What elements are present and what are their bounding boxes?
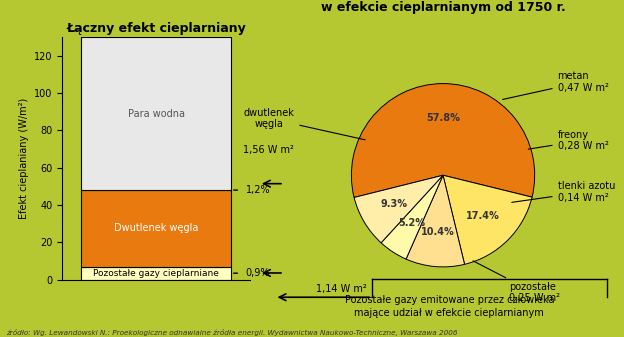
- Bar: [81, 37, 231, 190]
- Wedge shape: [443, 175, 532, 264]
- Wedge shape: [381, 175, 443, 259]
- Text: Para wodna: Para wodna: [127, 109, 185, 119]
- Wedge shape: [351, 84, 535, 197]
- Text: metan
0,47 W m²: metan 0,47 W m²: [502, 71, 608, 99]
- Text: 17.4%: 17.4%: [466, 211, 500, 221]
- Wedge shape: [354, 175, 443, 243]
- Text: źródło: Wg. Lewandowski N.: Proekologiczne odnawialne źródła energii. Wydawnictw: źródło: Wg. Lewandowski N.: Proekologicz…: [6, 329, 458, 336]
- Title: Łączny efekt cieplarniany: Łączny efekt cieplarniany: [66, 22, 246, 34]
- Text: freony
0,28 W m²: freony 0,28 W m²: [529, 130, 608, 151]
- Bar: [81, 190, 231, 267]
- Text: pozostałe
0,25 W m²: pozostałe 0,25 W m²: [473, 261, 560, 303]
- Text: 1,56 W m²: 1,56 W m²: [243, 145, 295, 155]
- Text: 1,2%: 1,2%: [246, 185, 270, 195]
- Text: tlenki azotu
0,14 W m²: tlenki azotu 0,14 W m²: [512, 181, 615, 203]
- Text: Pozostałe gazy cieplarniane: Pozostałe gazy cieplarniane: [93, 269, 219, 278]
- Title: Udział człowieka
w efekcie cieplarnianym od 1750 r.: Udział człowieka w efekcie cieplarnianym…: [321, 0, 565, 14]
- Text: Dwutlenek węgla: Dwutlenek węgla: [114, 223, 198, 234]
- Text: 1,14 W m²: 1,14 W m²: [316, 284, 368, 294]
- Wedge shape: [406, 175, 465, 267]
- Text: 0,9%: 0,9%: [246, 268, 270, 278]
- Text: 10.4%: 10.4%: [421, 227, 454, 237]
- Text: 57.8%: 57.8%: [426, 114, 460, 123]
- Text: dwutlenek
węgla: dwutlenek węgla: [243, 108, 365, 140]
- Text: 5.2%: 5.2%: [398, 218, 425, 227]
- Y-axis label: Efekt cieplaniany (W/m²): Efekt cieplaniany (W/m²): [19, 98, 29, 219]
- Bar: [81, 267, 231, 280]
- Text: 9.3%: 9.3%: [381, 199, 407, 209]
- Text: Pozostałe gazy emitowane przez człowieka
mające udział w efekcie cieplarnianym: Pozostałe gazy emitowane przez człowieka…: [344, 295, 554, 318]
